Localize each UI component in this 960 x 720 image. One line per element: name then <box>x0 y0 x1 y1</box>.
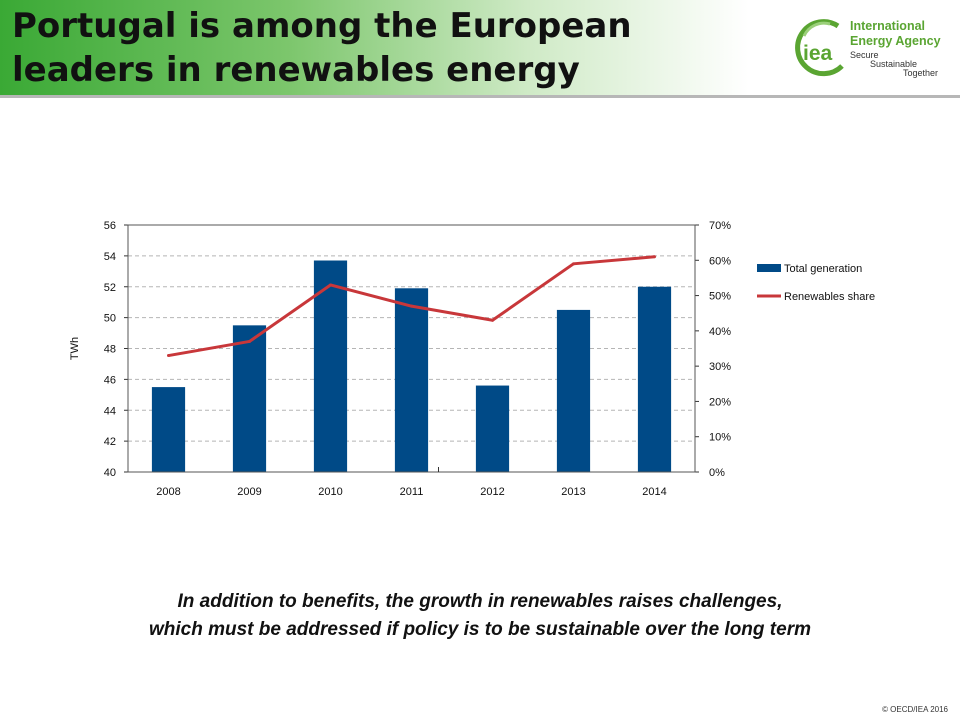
renewables-share-point-2011 <box>410 304 413 308</box>
y2-tick-label: 20% <box>709 396 731 408</box>
slide-title: Portugal is among the European leaders i… <box>12 6 632 90</box>
axis-layer: 40 42 44 46 48 50 52 54 56 0% 10% 20% 30% 40% 50% 60% 70… <box>69 220 731 498</box>
iea-name-line2: Energy Agency <box>850 34 941 48</box>
renewables-share-point-2010 <box>329 283 332 287</box>
x-tick-label: 2011 <box>400 486 424 498</box>
y2-tick-label: 50% <box>709 291 731 303</box>
bar-2010 <box>313 260 348 472</box>
bar-2014 <box>637 286 672 472</box>
y-tick-label: 42 <box>104 436 116 448</box>
bar-2013 <box>556 309 591 472</box>
iea-logo: iea International Energy Agency Secure S… <box>795 19 941 78</box>
x-tick-label: 2012 <box>480 486 504 498</box>
iea-name-line1: International <box>850 19 925 33</box>
bar-layer <box>151 260 672 472</box>
caption-line-2: which must be addressed if policy is to … <box>149 619 811 640</box>
legend-label-total-generation: Total generation <box>784 263 862 275</box>
y-tick-label: 46 <box>104 374 116 386</box>
renewables-share-point-2009 <box>248 339 251 343</box>
plot-frame <box>127 224 696 473</box>
iea-tagline-sustainable: Sustainable <box>870 59 917 69</box>
iea-tagline-secure: Secure <box>850 50 879 60</box>
y-tick-label: 56 <box>104 220 116 232</box>
legend-swatch-total-generation <box>757 264 781 272</box>
x-tick-label: 2013 <box>561 486 585 498</box>
x-tick-label: 2009 <box>237 486 261 498</box>
iea-tagline-together: Together <box>903 68 938 78</box>
iea-logo-mark: iea <box>795 19 844 77</box>
iea-logo-mark-text: iea <box>803 42 833 65</box>
y2-tick-label: 70% <box>709 220 731 232</box>
caption: In addition to benefits, the growth in r… <box>40 588 920 644</box>
y-tick-label: 44 <box>104 405 116 417</box>
y-tick-label: 52 <box>104 282 116 294</box>
generation-chart: 40 42 44 46 48 50 52 54 56 0% 10% 20% 30% 40% 50% 60% 70… <box>69 220 875 498</box>
x-tick-label: 2008 <box>156 486 180 498</box>
bar-2012 <box>475 385 510 472</box>
x-tick-label: 2010 <box>318 486 342 498</box>
y-axis-label: TWh <box>69 337 81 360</box>
bar-2009 <box>232 325 267 472</box>
header-divider <box>0 95 960 98</box>
bar-2011 <box>394 288 429 472</box>
legend: Total generation Renewables share <box>757 263 875 303</box>
y2-tick-label: 30% <box>709 361 731 373</box>
line-layer <box>167 255 656 358</box>
y-tick-label: 48 <box>104 344 116 356</box>
renewables-share-point-2014 <box>653 255 656 259</box>
copyright-notice: © OECD/IEA 2016 <box>882 705 948 714</box>
legend-label-renewables-share: Renewables share <box>784 291 875 303</box>
y2-tick-label: 0% <box>709 467 725 479</box>
renewables-share-point-2013 <box>572 262 575 266</box>
y2-tick-label: 60% <box>709 255 731 267</box>
y2-tick-label: 10% <box>709 432 731 444</box>
bar-2008 <box>151 387 186 472</box>
renewables-share-point-2008 <box>167 354 170 358</box>
y-tick-label: 40 <box>104 467 116 479</box>
y-tick-label: 50 <box>104 313 116 325</box>
y-tick-label: 54 <box>104 251 116 263</box>
y2-tick-label: 40% <box>709 326 731 338</box>
caption-line-1: In addition to benefits, the growth in r… <box>177 591 783 612</box>
x-tick-label: 2014 <box>642 486 666 498</box>
renewables-share-point-2012 <box>491 318 494 322</box>
